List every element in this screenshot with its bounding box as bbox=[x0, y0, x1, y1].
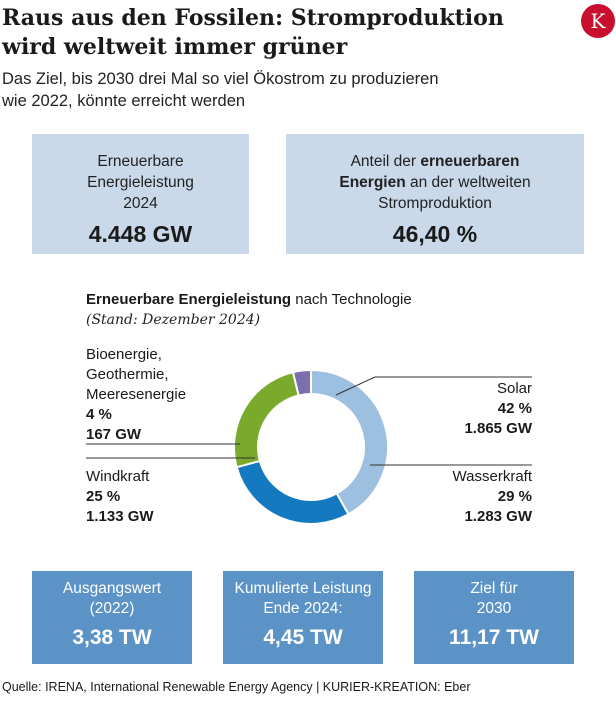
legend-percent: 29 % bbox=[497, 488, 532, 505]
kpi-target-2030: Ziel für 2030 11,17 TW bbox=[414, 571, 574, 664]
kpi-label-bold: erneuerbaren Energien bbox=[339, 153, 520, 191]
kpi-label: Ziel für 2030 bbox=[414, 579, 574, 619]
kpi-label-line: (2022) bbox=[89, 600, 135, 617]
legend-wind: Windkraft 25 % 1.133 GW bbox=[86, 467, 256, 527]
legend-bioenergy: Bioenergie, Geothermie, Meeresenergie 4 … bbox=[86, 345, 256, 445]
legend-value: 167 GW bbox=[86, 426, 142, 443]
donut-slice-solar bbox=[310, 368, 389, 516]
donut-slice-hydro bbox=[235, 459, 350, 525]
kpi-value: 3,38 TW bbox=[72, 626, 152, 649]
legend-value: 1.133 GW bbox=[86, 508, 154, 525]
leader-line-solar bbox=[335, 376, 532, 396]
legend-name: Geothermie, bbox=[86, 366, 169, 383]
chart-title-bold: Erneuerbare Energieleistung bbox=[86, 291, 292, 308]
chart-note: (Stand: Dezember 2024) bbox=[86, 312, 261, 328]
kpi-renewable-capacity: Erneuerbare Energieleistung 2024 4.448 G… bbox=[32, 134, 249, 254]
chart-title: Erneuerbare Energieleistung nach Technol… bbox=[86, 290, 412, 310]
legend-solar: Solar 42 % 1.865 GW bbox=[372, 379, 532, 439]
legend-percent: 4 % bbox=[86, 406, 112, 423]
legend-name: Solar bbox=[496, 380, 532, 397]
legend-percent: 42 % bbox=[497, 400, 532, 417]
kpi-value: 4.448 GW bbox=[88, 221, 193, 247]
kpi-label-line: Ausgangswert bbox=[62, 580, 162, 597]
page-title: Raus aus den Fossilen: Stromproduktion w… bbox=[2, 5, 504, 60]
legend-percent: 25 % bbox=[86, 488, 121, 505]
kpi-label: Anteil der erneuerbaren Energien an der … bbox=[320, 151, 550, 214]
kpi-label: Kumulierte Leistung Ende 2024: bbox=[223, 579, 383, 619]
legend-name: Wasserkraft bbox=[452, 468, 532, 485]
chart-title-rest: nach Technologie bbox=[291, 291, 412, 308]
kpi-label-line: 2030 bbox=[476, 600, 512, 617]
kpi-label: Ausgangswert (2022) bbox=[32, 579, 192, 619]
legend-name: Meeresenergie bbox=[86, 386, 187, 403]
kpi-renewable-share: Anteil der erneuerbaren Energien an der … bbox=[286, 134, 584, 254]
kpi-label-line: Ende 2024: bbox=[263, 600, 343, 617]
kpi-label-line: Ziel für bbox=[470, 580, 518, 597]
kurier-logo: K bbox=[581, 4, 615, 38]
kpi-value: 46,40 % bbox=[392, 221, 478, 247]
page-subtitle: Das Ziel, bis 2030 drei Mal so viel Ökos… bbox=[2, 70, 439, 110]
kpi-baseline-2022: Ausgangswert (2022) 3,38 TW bbox=[32, 571, 192, 664]
source-note: Quelle: IRENA, International Renewable E… bbox=[2, 680, 471, 694]
leader-lines bbox=[86, 376, 532, 466]
kpi-label-pre: Anteil der bbox=[350, 153, 421, 170]
legend-hydro: Wasserkraft 29 % 1.283 GW bbox=[372, 467, 532, 527]
donut-slice-bioenergy bbox=[291, 368, 312, 397]
kpi-value: 4,45 TW bbox=[263, 626, 343, 649]
legend-name: Bioenergie, bbox=[86, 346, 162, 363]
kpi-label: Erneuerbare Energieleistung 2024 bbox=[87, 153, 194, 212]
donut-slice-wind bbox=[233, 370, 300, 469]
kpi-cumulative-2024: Kumulierte Leistung Ende 2024: 4,45 TW bbox=[223, 571, 383, 664]
kpi-value: 11,17 TW bbox=[449, 626, 539, 649]
donut-slices bbox=[233, 368, 389, 525]
legend-value: 1.283 GW bbox=[464, 508, 532, 525]
kpi-label-line: Kumulierte Leistung bbox=[234, 580, 372, 597]
kpi-label-post: an der weltweiten Stromproduktion bbox=[378, 174, 531, 212]
legend-value: 1.865 GW bbox=[464, 420, 532, 437]
legend-name: Windkraft bbox=[86, 468, 150, 485]
